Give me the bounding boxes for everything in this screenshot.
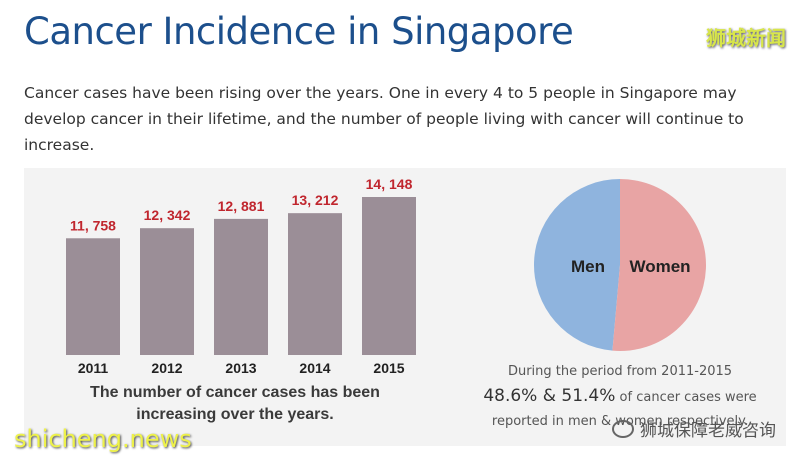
bar-value-label-2011: 11, 758 — [70, 217, 116, 233]
pie-chart: Men Women — [534, 179, 706, 351]
bar-2014 — [288, 213, 342, 355]
bar-2015 — [362, 197, 416, 355]
watermark-account-text: 狮城保障老威咨询 — [640, 421, 776, 441]
bar-value-label-2015: 14, 148 — [366, 176, 413, 192]
pie-chart-caption: During the period from 2011-2015 48.6% &… — [470, 360, 770, 434]
x-tick-2015: 2015 — [373, 360, 404, 376]
x-tick-2013: 2013 — [225, 360, 256, 376]
bar-value-label-2014: 13, 212 — [292, 192, 339, 208]
bar-value-label-2013: 12, 881 — [218, 198, 265, 214]
pie-label-men: Men — [571, 257, 605, 276]
wechat-icon — [612, 419, 634, 438]
bar-2011 — [66, 238, 120, 355]
pie-caption-percentages: 48.6% & 51.4% — [483, 386, 616, 406]
x-tick-2012: 2012 — [151, 360, 182, 376]
intro-paragraph: Cancer cases have been rising over the y… — [24, 84, 744, 154]
bar-chart-caption: The number of cancer cases has been incr… — [90, 384, 380, 423]
watermark-account: 狮城保障老威咨询 — [612, 416, 776, 441]
pie-slice-men — [534, 179, 620, 351]
pie-caption-line1: During the period from 2011-2015 — [507, 364, 733, 379]
x-tick-2014: 2014 — [299, 360, 330, 376]
watermark-logo-top: 狮城新闻 — [706, 26, 786, 50]
x-tick-2011: 2011 — [78, 360, 109, 376]
bar-2012 — [140, 228, 194, 355]
pie-slice-women — [612, 179, 706, 351]
bar-2013 — [214, 218, 268, 355]
bar-value-label-2012: 12, 342 — [144, 207, 191, 223]
bar-chart: 11, 758 2011 12, 342 2012 12, 881 2013 13, 212… — [66, 176, 416, 376]
pie-label-women: Women — [629, 257, 690, 276]
page-title: Cancer Incidence in Singapore — [24, 10, 574, 53]
pie-caption-line2: of cancer cases were — [619, 390, 757, 405]
watermark-site: shicheng.news — [14, 425, 192, 453]
